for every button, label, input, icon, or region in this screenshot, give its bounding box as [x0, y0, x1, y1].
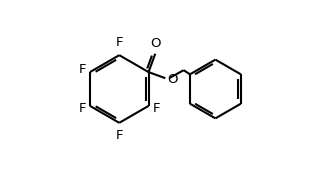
Text: F: F: [116, 129, 123, 142]
Text: F: F: [78, 63, 86, 76]
Text: F: F: [153, 102, 160, 115]
Text: F: F: [116, 36, 123, 49]
Text: F: F: [78, 102, 86, 115]
Text: O: O: [150, 38, 160, 51]
Text: O: O: [168, 73, 178, 86]
